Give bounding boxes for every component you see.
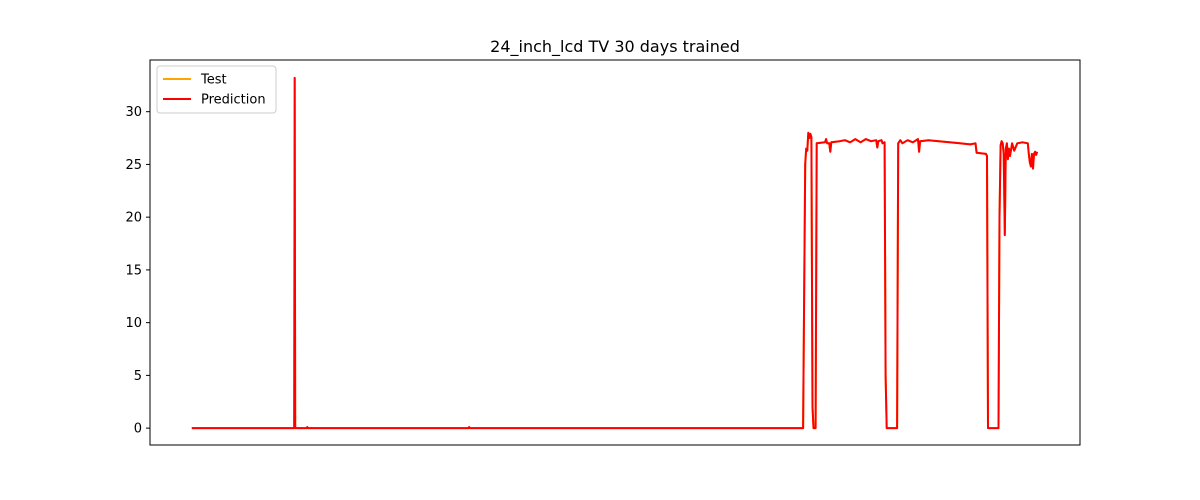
y-tick-label: 25 [125, 158, 142, 173]
series-layer [191, 76, 1039, 430]
y-tick-label: 0 [134, 422, 142, 437]
plot-area [150, 60, 1080, 445]
y-tick-label: 30 [125, 105, 142, 120]
y-tick-label: 15 [125, 263, 142, 278]
plot-frame [149, 59, 1081, 446]
y-axis: 0 5 10 15 20 25 30 [125, 105, 150, 437]
legend-box [156, 65, 277, 114]
y-tick-label: 5 [134, 369, 142, 384]
chart-title: 24_inch_lcd TV 30 days trained [490, 37, 740, 57]
y-tick-label: 10 [125, 316, 142, 331]
legend-label-test: Test [200, 73, 227, 88]
legend-label-prediction: Prediction [201, 93, 266, 108]
y-tick-label: 20 [125, 211, 142, 226]
series-line-prediction [191, 76, 1039, 430]
legend: Test Prediction [156, 65, 277, 114]
